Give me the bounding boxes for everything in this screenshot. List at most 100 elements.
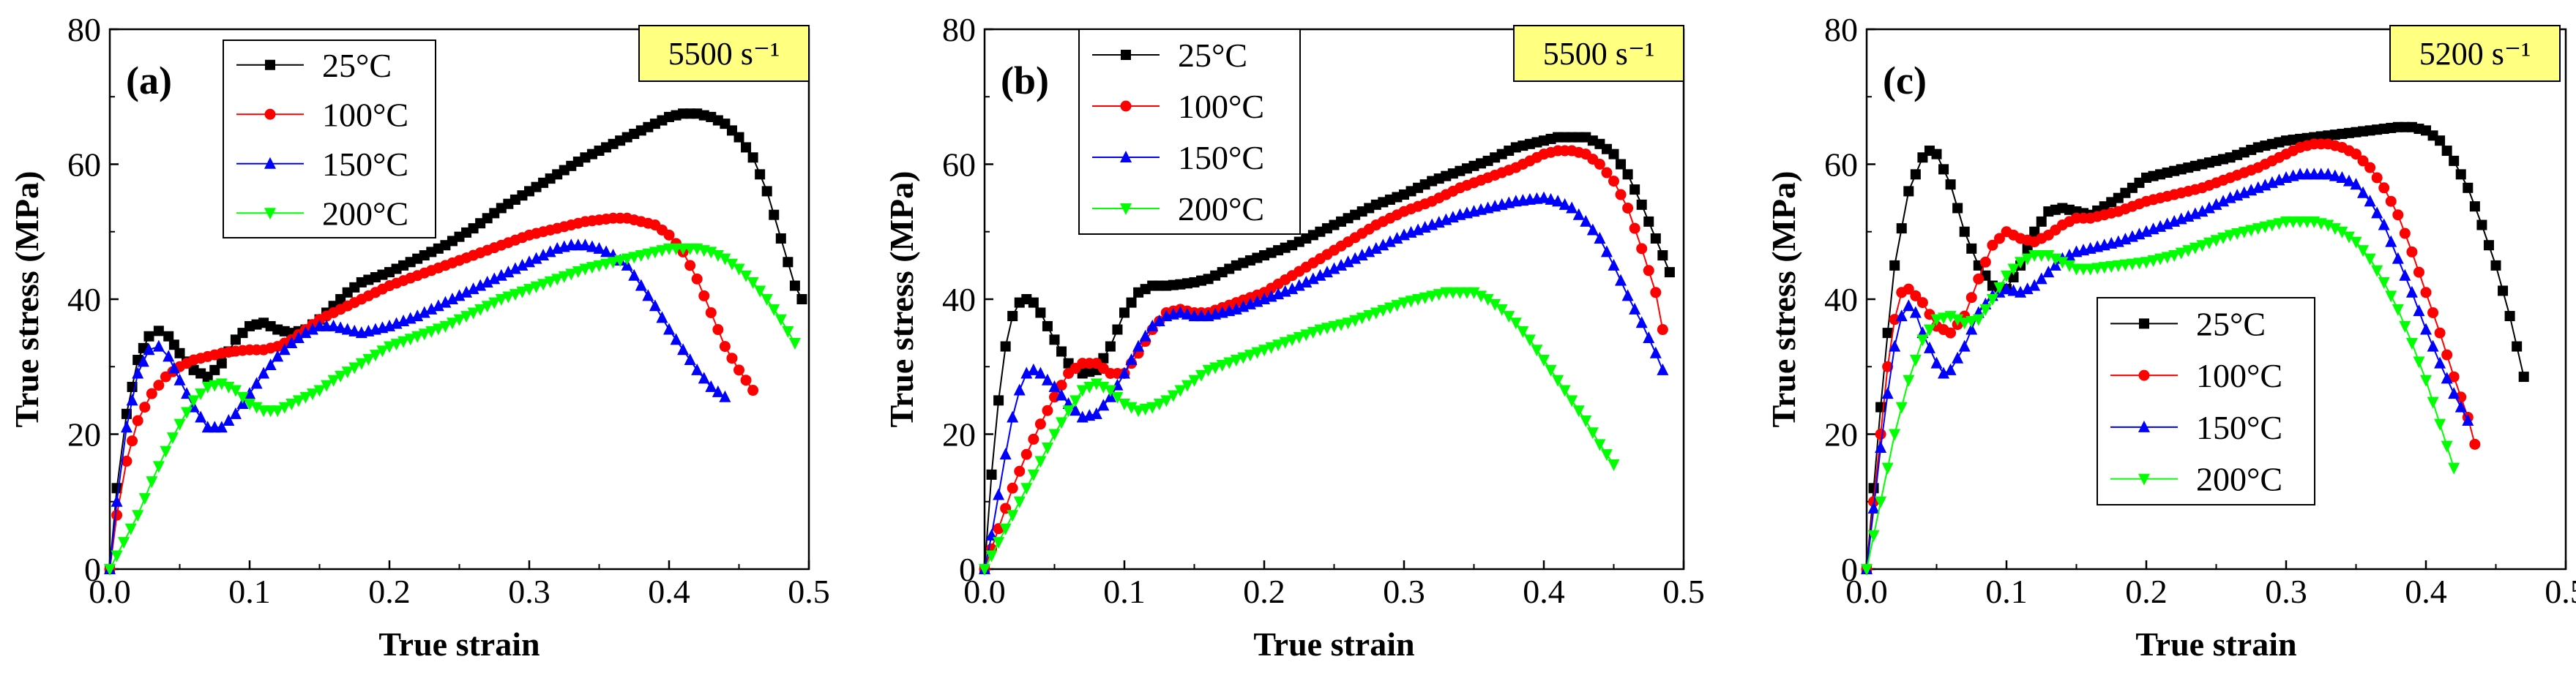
data-point	[1889, 339, 1901, 352]
data-point	[2154, 253, 2167, 266]
data-point	[1621, 289, 1634, 301]
data-point	[397, 336, 410, 348]
data-point	[160, 445, 172, 458]
data-point	[1608, 258, 1620, 271]
y-tick-label: 0	[1841, 551, 1858, 588]
data-point	[153, 326, 164, 336]
data-point	[1572, 405, 1585, 418]
chart-panel-0: 0.0 0.1 0.2 0.3 0.4 0.5 0 20 40 60 80 True strain Tr…	[8, 11, 830, 663]
data-point	[2007, 284, 2020, 296]
data-point	[146, 388, 157, 399]
data-point	[740, 270, 753, 282]
data-point	[1538, 191, 1550, 203]
data-point	[2455, 169, 2466, 180]
data-point	[733, 364, 744, 376]
data-point	[306, 388, 318, 401]
legend-label: 150°C	[1178, 139, 1264, 176]
data-point	[1181, 307, 1193, 320]
data-point	[1056, 388, 1068, 401]
data-point	[2357, 245, 2370, 257]
data-point	[1035, 307, 1046, 318]
data-point	[173, 373, 186, 386]
data-point	[2448, 371, 2460, 383]
x-tick-label: 0.2	[1243, 573, 1285, 610]
data-point	[2231, 228, 2244, 241]
strain-rate-label: 5500 s⁻¹	[668, 36, 780, 72]
data-point	[1112, 324, 1123, 335]
data-point	[565, 268, 578, 281]
data-point	[2364, 253, 2376, 266]
x-tick-label: 0.1	[228, 573, 271, 610]
data-point	[229, 407, 242, 419]
data-point	[236, 391, 249, 404]
data-point	[1958, 317, 1971, 330]
data-point	[2357, 186, 2370, 198]
data-point	[2252, 223, 2264, 236]
data-point	[2266, 219, 2278, 232]
x-tick-label: 0.5	[2545, 573, 2576, 610]
data-point	[306, 323, 318, 335]
data-point	[544, 276, 556, 288]
data-point	[1048, 380, 1061, 392]
data-point	[1664, 267, 1675, 278]
data-point	[656, 311, 668, 323]
data-point	[788, 337, 801, 350]
y-tick-label: 0	[959, 551, 976, 588]
data-point	[1188, 375, 1201, 387]
data-point	[1496, 304, 1508, 316]
data-point	[1314, 268, 1326, 281]
data-point	[1944, 311, 1957, 323]
data-point	[1608, 176, 1619, 187]
data-point	[250, 402, 263, 414]
data-point	[1363, 309, 1375, 322]
data-point	[747, 277, 759, 289]
data-point	[2434, 327, 2446, 339]
data-point	[1993, 233, 2005, 244]
data-point	[783, 257, 794, 268]
data-point	[1244, 350, 1256, 362]
data-point	[1328, 262, 1340, 274]
data-point	[229, 385, 242, 397]
data-point	[593, 241, 605, 254]
x-tick-label: 0.1	[1985, 573, 2028, 610]
data-point	[163, 350, 175, 362]
strain-rate-label: 5500 s⁻¹	[1543, 36, 1655, 72]
data-point	[2036, 216, 2047, 227]
data-point	[1279, 336, 1291, 349]
data-point	[1615, 274, 1627, 286]
data-point	[1139, 329, 1151, 342]
data-point	[2476, 219, 2487, 230]
data-point	[2399, 268, 2411, 281]
legend-label: 150°C	[322, 146, 408, 183]
data-point	[362, 353, 375, 366]
data-point	[1889, 314, 1900, 326]
data-point	[1181, 380, 1193, 392]
data-point	[195, 410, 207, 423]
data-point	[1931, 148, 1942, 159]
x-axis-title: True strain	[378, 625, 540, 663]
data-point	[1062, 405, 1075, 418]
data-point	[586, 240, 598, 252]
data-point	[1209, 362, 1222, 375]
strain-rate-label: 5200 s⁻¹	[2419, 36, 2531, 72]
data-point	[2392, 304, 2404, 316]
data-point	[537, 279, 550, 291]
data-point	[1034, 366, 1047, 379]
data-point	[1636, 199, 1647, 210]
data-point	[2378, 182, 2390, 194]
data-point	[2015, 257, 2027, 269]
x-axis-title: True strain	[2135, 625, 2296, 663]
data-point	[272, 405, 284, 418]
data-point	[1293, 279, 1305, 291]
series-line	[109, 244, 725, 570]
data-point	[761, 294, 773, 306]
data-point	[120, 421, 132, 433]
data-point	[1328, 320, 1340, 333]
data-point	[2462, 414, 2474, 426]
legend-marker	[264, 108, 276, 120]
data-point	[1881, 387, 1894, 399]
data-point	[1552, 375, 1564, 387]
data-point	[127, 435, 138, 447]
data-point	[635, 279, 647, 291]
data-point	[600, 245, 613, 257]
